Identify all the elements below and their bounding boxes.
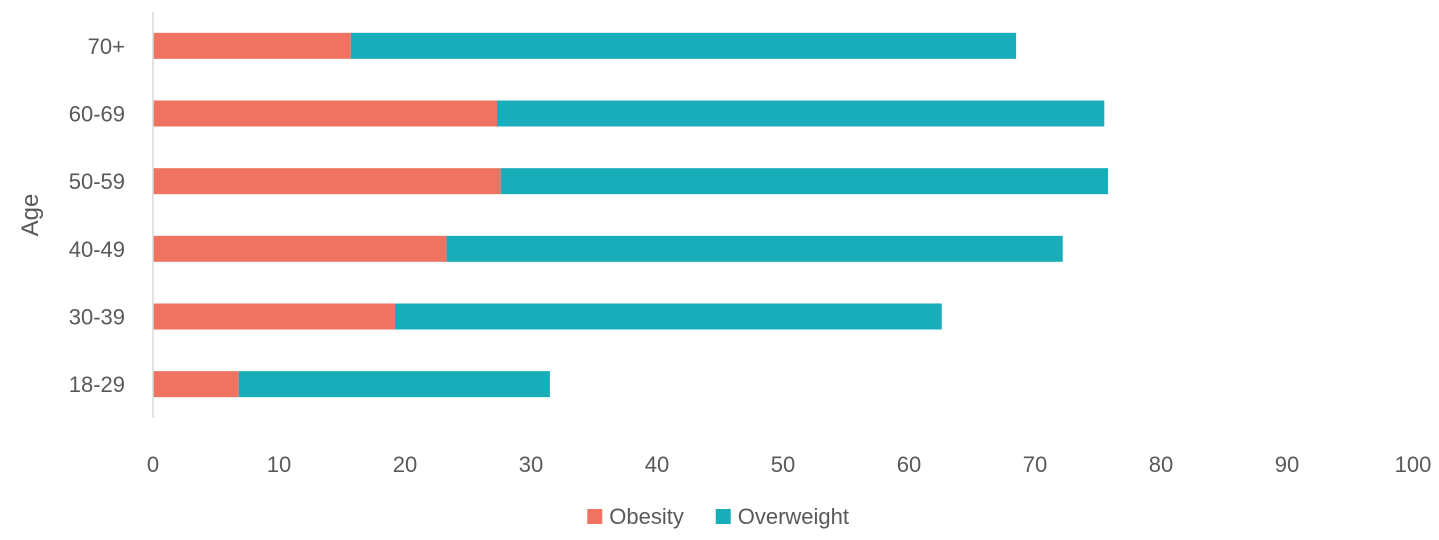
y-axis-tick-labels: 18-29 30-39 40-49 50-59 60-69 70+	[69, 34, 125, 397]
bar-obesity-40-49	[153, 235, 447, 262]
bar-obesity-30-39	[153, 303, 395, 330]
x-axis-tick-labels: 0 10 20 30 40 50 60 70 80 90 100	[147, 452, 1431, 477]
x-tick-label: 50	[771, 452, 795, 477]
legend: Obesity Overweight	[587, 504, 849, 529]
bars	[153, 32, 1109, 398]
x-tick-label: 0	[147, 452, 159, 477]
x-tick-label: 90	[1275, 452, 1299, 477]
bar-obesity-50-59	[153, 168, 501, 195]
y-axis-title: Age	[17, 194, 44, 237]
y-tick-label: 50-59	[69, 169, 125, 194]
bar-overweight-60-69	[496, 100, 1105, 127]
y-tick-label: 60-69	[69, 102, 125, 127]
x-tick-label: 40	[645, 452, 669, 477]
bar-obesity-70+	[153, 32, 351, 59]
legend-swatch-obesity	[587, 509, 603, 524]
y-tick-label: 18-29	[69, 372, 125, 397]
bar-overweight-18-29	[238, 371, 550, 398]
bar-overweight-50-59	[500, 168, 1109, 195]
bar-overweight-40-49	[446, 235, 1063, 262]
bar-overweight-30-39	[394, 303, 942, 330]
x-tick-label: 100	[1395, 452, 1432, 477]
bar-obesity-18-29	[153, 371, 239, 398]
y-tick-label: 30-39	[69, 305, 125, 330]
legend-swatch-overweight	[715, 509, 731, 524]
x-tick-label: 80	[1149, 452, 1173, 477]
x-tick-label: 60	[897, 452, 921, 477]
y-tick-label: 70+	[88, 34, 125, 59]
y-tick-label: 40-49	[69, 237, 125, 262]
bar-overweight-70+	[350, 32, 1017, 59]
legend-label-overweight: Overweight	[738, 504, 849, 529]
x-tick-label: 70	[1023, 452, 1047, 477]
bar-obesity-60-69	[153, 100, 497, 127]
x-tick-label: 30	[519, 452, 543, 477]
x-tick-label: 10	[267, 452, 291, 477]
legend-label-obesity: Obesity	[609, 504, 684, 529]
x-tick-label: 20	[393, 452, 417, 477]
